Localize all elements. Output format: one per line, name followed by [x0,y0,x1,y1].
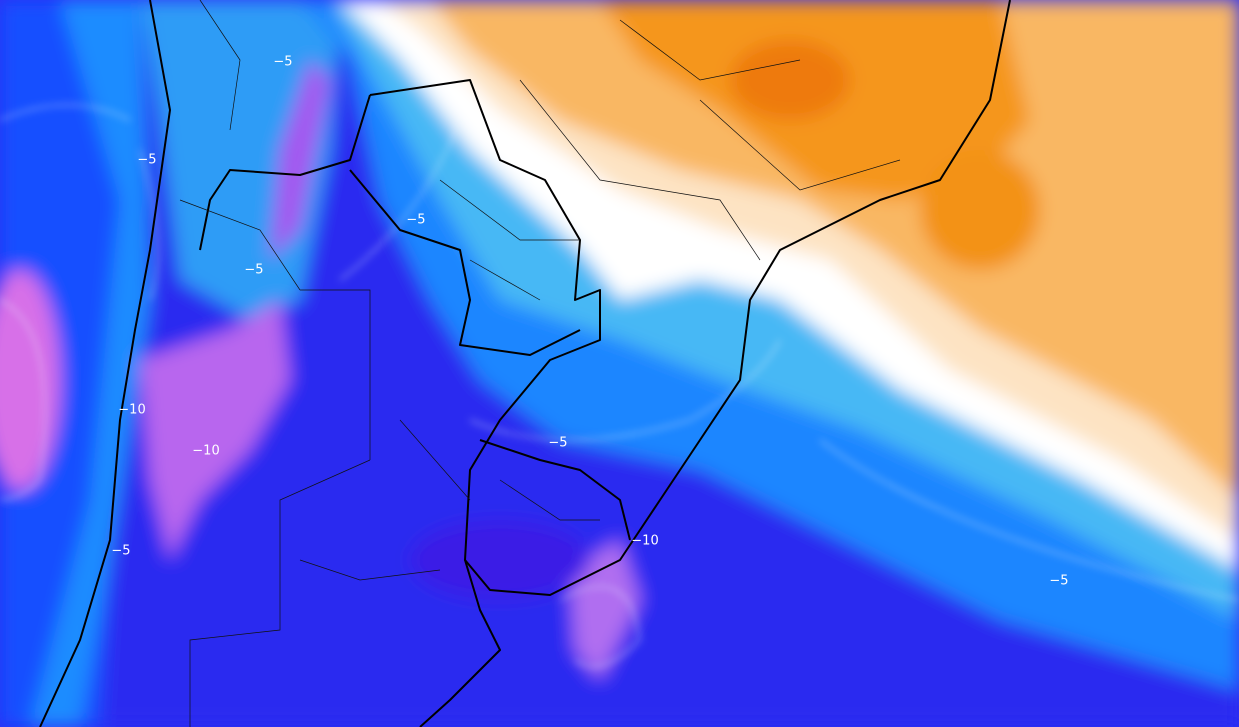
contour-label: −5 [111,544,130,559]
isolines [0,104,1239,668]
contour-label: −5 [273,55,292,70]
contour-label: −5 [244,263,263,278]
contour-label: −5 [137,153,156,168]
contour-labels: −5 −5 −5 −5 −10 −10 −5 −10 −5 −5 [111,55,1068,589]
contour-label: −10 [631,534,658,549]
contour-label: −5 [548,436,567,451]
contour-label: −10 [192,444,219,459]
contour-label: −5 [406,213,425,228]
contour-label: −5 [1049,574,1068,589]
contour-label: −10 [118,403,145,418]
borders [39,0,1011,727]
